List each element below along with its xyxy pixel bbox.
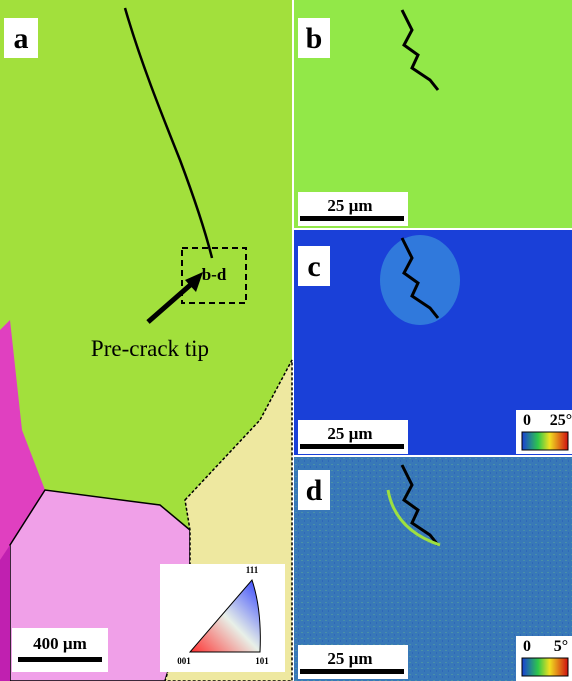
ipf-label: 001 <box>177 656 191 666</box>
panel-c: c 25 µm 0 25° <box>294 230 572 455</box>
colorbar <box>522 432 568 450</box>
scale-bar-label: 25 µm <box>327 649 372 668</box>
panel-label: b <box>306 22 323 55</box>
scale-bar-label: 400 µm <box>33 634 87 653</box>
colorbar-min: 0 <box>523 638 531 655</box>
colorbar <box>522 658 568 676</box>
panel-b: b 25 µm <box>294 0 572 228</box>
panel-label: a <box>14 22 29 55</box>
scale-bar-label: 25 µm <box>327 424 372 443</box>
scale-bar <box>300 669 404 674</box>
scale-bar <box>300 216 404 221</box>
annotation: Pre-crack tip <box>91 336 209 361</box>
scale-bar <box>18 657 102 662</box>
colorbar-max: 25° <box>550 412 572 429</box>
ipf-label: 111 <box>246 565 259 575</box>
figure: b-d Pre-crack tip a 400 µm 111 001 101 b… <box>0 0 572 681</box>
panel-label: d <box>306 474 323 507</box>
grain-dark-magenta <box>0 545 10 681</box>
panel-label: c <box>307 250 320 283</box>
ipf-label: 101 <box>255 656 269 666</box>
scale-bar <box>300 444 404 449</box>
colorbar-max: 5° <box>554 638 568 655</box>
strain-zone <box>380 235 460 325</box>
scale-bar-label: 25 µm <box>327 196 372 215</box>
colorbar-min: 0 <box>523 412 531 429</box>
panel-a: b-d Pre-crack tip a 400 µm 111 001 101 <box>0 0 292 681</box>
inset-box-label: b-d <box>202 265 227 284</box>
panel-d: d 25 µm 0 5° <box>294 457 572 681</box>
